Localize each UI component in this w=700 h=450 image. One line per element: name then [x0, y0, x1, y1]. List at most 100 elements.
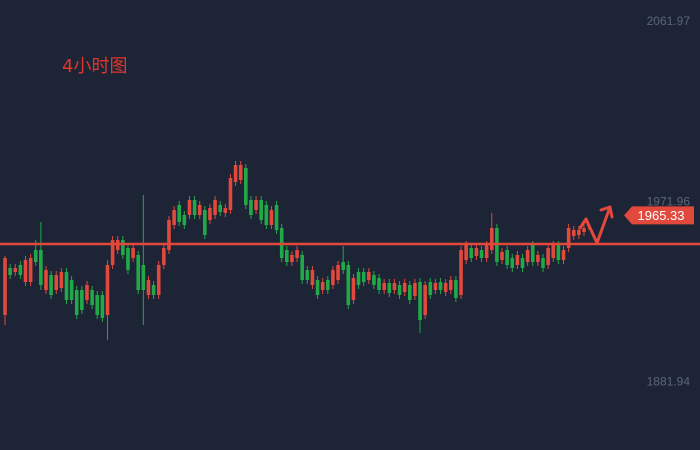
candle-body — [438, 282, 443, 290]
candle-body — [561, 250, 566, 260]
candle-body — [536, 255, 540, 262]
candle-body — [413, 283, 417, 296]
candle-body — [541, 258, 545, 268]
candle-body — [156, 265, 161, 295]
candle-body — [59, 272, 64, 288]
candle-body — [121, 240, 125, 255]
candle-body — [74, 290, 79, 315]
candle-body — [346, 265, 351, 305]
candle-body — [182, 215, 187, 225]
candle-body — [54, 275, 59, 290]
candle-body — [418, 282, 422, 320]
candle-body — [244, 168, 248, 205]
candle-body — [361, 272, 366, 282]
candle-body — [489, 228, 494, 250]
arrow-head — [578, 217, 592, 231]
candle-body — [285, 250, 289, 262]
candle-body — [459, 250, 463, 295]
candle-body — [269, 210, 274, 225]
candle-body — [264, 205, 269, 225]
candle-body — [105, 265, 110, 315]
candle-body — [407, 285, 412, 300]
candle-body — [95, 295, 100, 315]
candle-body — [525, 250, 530, 262]
candle-body — [136, 255, 141, 290]
candle-body — [64, 272, 69, 300]
candle-body — [500, 252, 504, 260]
chart-title: 4小时图 — [62, 56, 127, 77]
arrow-head — [599, 205, 614, 219]
candle-body — [259, 200, 263, 220]
candle-body — [474, 248, 479, 256]
candle-body — [402, 283, 407, 292]
candle-body — [69, 280, 74, 300]
candle-body — [515, 255, 520, 265]
candle-body — [100, 295, 105, 318]
candle-body — [510, 258, 515, 268]
candle-body — [13, 268, 18, 272]
candle-body — [8, 268, 12, 275]
candle-body — [331, 270, 335, 285]
candle-body — [310, 270, 315, 285]
candle-body — [228, 178, 233, 210]
candle-body — [290, 255, 294, 262]
candle-body — [172, 210, 176, 225]
candle-body — [351, 278, 356, 300]
candle-body — [336, 265, 340, 280]
candle-body — [372, 275, 376, 285]
candle-body — [85, 285, 89, 300]
candle-body — [126, 248, 130, 270]
candle-body — [464, 245, 468, 260]
candle-body — [203, 210, 207, 235]
candle-body — [249, 200, 253, 215]
candle-body — [274, 205, 279, 230]
candle-body — [433, 283, 438, 290]
y-tick-label: 1881.94 — [647, 374, 691, 388]
candle-body — [479, 250, 484, 258]
candle-body — [520, 258, 525, 268]
candle-body — [208, 208, 212, 220]
candle-body — [300, 255, 304, 280]
candle-body — [315, 280, 320, 295]
y-tick-label: 2061.97 — [647, 14, 691, 28]
candle-body — [167, 220, 171, 250]
candle-body — [131, 248, 135, 258]
candle-body — [443, 283, 448, 292]
candle-body — [356, 272, 361, 285]
candle-body — [428, 282, 433, 295]
candle-body — [295, 250, 299, 258]
candle-body — [326, 280, 330, 290]
candle-body — [577, 230, 581, 235]
candle-body — [33, 250, 38, 262]
candle-body — [566, 228, 571, 248]
candle-body — [146, 280, 151, 295]
candle-body — [141, 265, 146, 290]
candle-body — [110, 240, 115, 265]
candle-body — [177, 205, 182, 222]
candle-body — [233, 165, 238, 182]
candle-body — [90, 290, 94, 305]
candle-body — [392, 283, 397, 290]
candle-body — [162, 248, 166, 265]
candle-body — [551, 245, 556, 258]
price-tag — [624, 206, 694, 225]
candle-body — [382, 283, 386, 290]
candle-body — [556, 245, 561, 260]
candle-body — [366, 272, 371, 280]
candle-body — [192, 200, 197, 215]
price-tag-label: 1965.33 — [638, 208, 685, 223]
arrow-annotation — [578, 205, 614, 245]
candles — [3, 161, 586, 340]
candle-body — [387, 283, 392, 293]
candle-body — [3, 258, 7, 315]
candle-body — [223, 208, 228, 213]
candle-body — [305, 270, 310, 280]
candle-body — [39, 250, 43, 285]
candle-body — [238, 165, 243, 180]
candle-body — [397, 285, 402, 295]
candle-body — [377, 278, 381, 290]
candle-body — [23, 260, 28, 282]
candle-body — [197, 205, 202, 215]
candle-body — [213, 200, 217, 215]
